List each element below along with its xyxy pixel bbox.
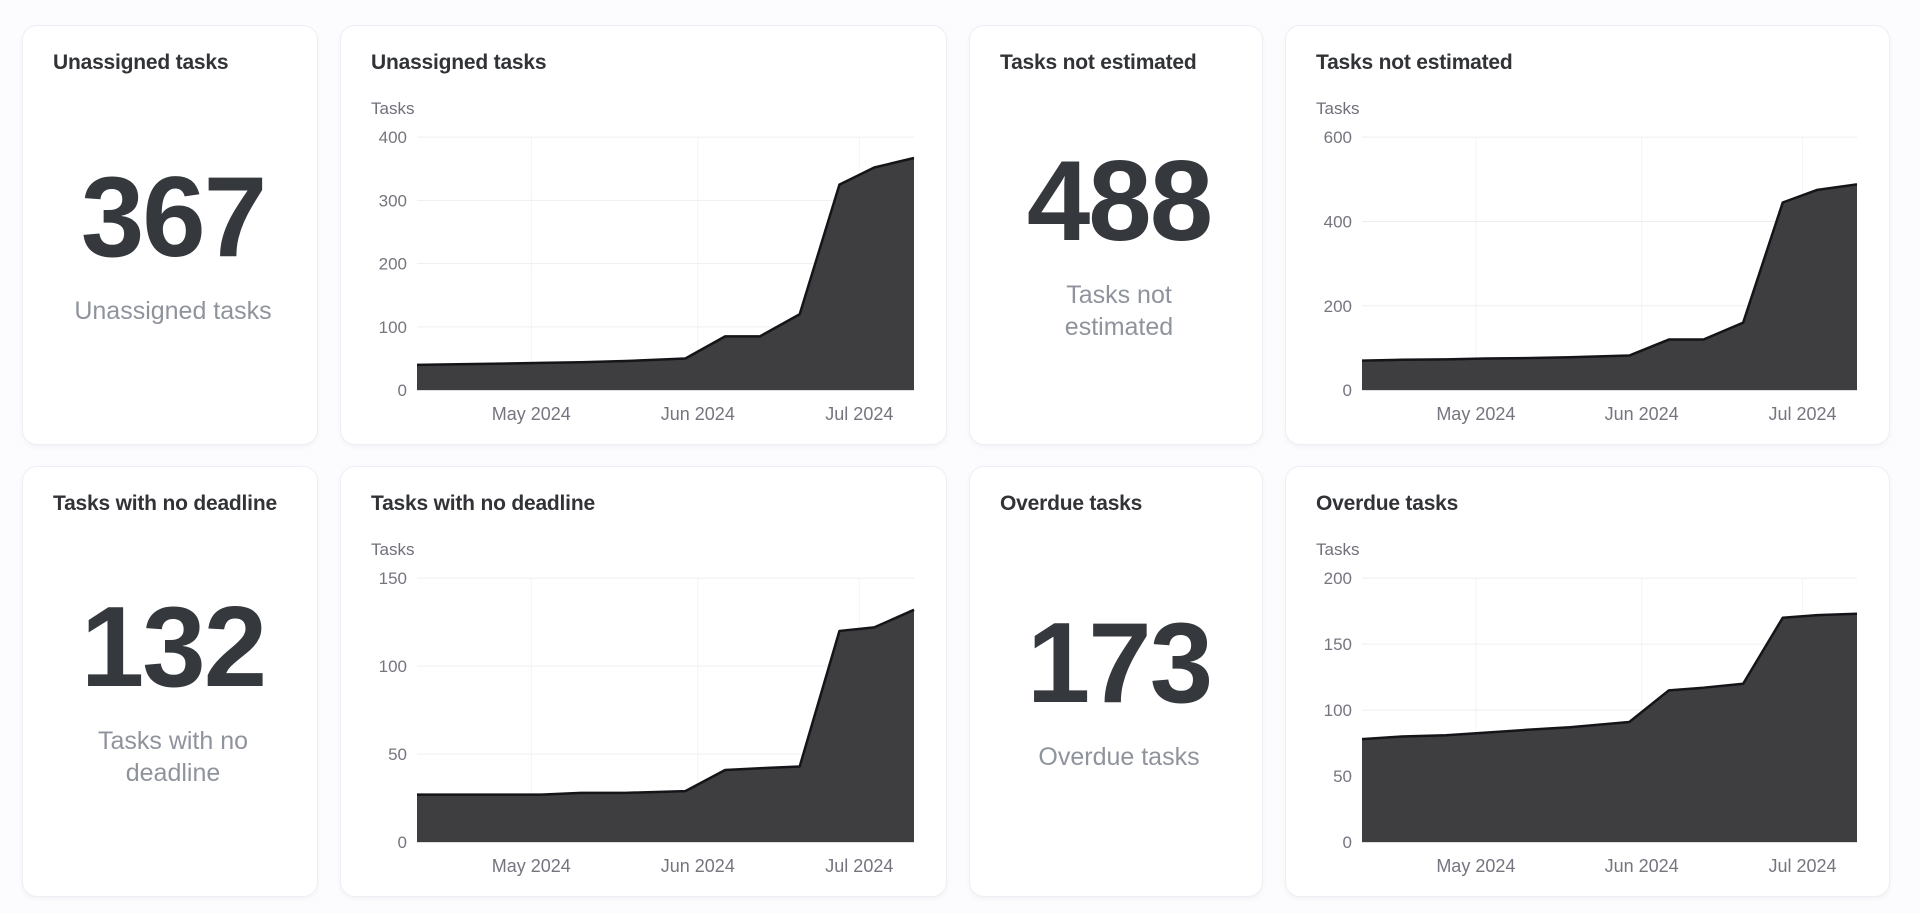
area-fill bbox=[417, 157, 914, 390]
card-title: Overdue tasks bbox=[1316, 492, 1459, 515]
scalar-body: 367 Unassigned tasks bbox=[53, 75, 293, 430]
x-tick-label: May 2024 bbox=[1436, 856, 1515, 876]
card-unassigned-tasks-chart[interactable]: Unassigned tasks Tasks 0 100 200 300 400 May … bbox=[340, 25, 947, 445]
y-tick-label: 0 bbox=[1343, 381, 1352, 400]
x-tick-label: May 2024 bbox=[492, 856, 571, 876]
x-tick-label: Jun 2024 bbox=[661, 856, 735, 876]
y-tick-label: 0 bbox=[398, 381, 407, 400]
y-axis-label: Tasks bbox=[1316, 99, 1360, 119]
y-tick-label: 150 bbox=[1324, 635, 1352, 654]
y-tick-label: 400 bbox=[379, 128, 407, 147]
area-top-line bbox=[1361, 182, 1858, 362]
scalar-caption: Tasks with no deadline bbox=[97, 727, 249, 788]
area-fill bbox=[1362, 184, 1857, 390]
y-tick-label: 100 bbox=[379, 657, 407, 676]
y-tick-label: 100 bbox=[379, 318, 407, 337]
x-tick-label: Jul 2024 bbox=[1769, 404, 1837, 424]
card-tasks-no-deadline-scalar[interactable]: Tasks with no deadline 132 Tasks with no… bbox=[22, 466, 318, 897]
y-tick-label: 200 bbox=[1324, 569, 1352, 588]
area-top-line bbox=[1361, 612, 1858, 741]
area-chart-tasks-not-estimated[interactable]: 0 200 400 600 May 2024 Jun 2024 Jul 2024 bbox=[1316, 123, 1865, 430]
scalar-value: 132 bbox=[80, 584, 267, 712]
card-title: Overdue tasks bbox=[1000, 492, 1143, 515]
x-tick-label: Jun 2024 bbox=[1605, 856, 1679, 876]
y-tick-label: 100 bbox=[1324, 701, 1352, 720]
area-fill bbox=[1362, 613, 1857, 842]
card-unassigned-tasks-scalar[interactable]: Unassigned tasks 367 Unassigned tasks bbox=[22, 25, 318, 445]
card-title: Unassigned tasks bbox=[371, 51, 547, 74]
y-tick-label: 0 bbox=[398, 833, 407, 852]
card-title: Unassigned tasks bbox=[53, 51, 229, 74]
y-tick-label: 300 bbox=[379, 191, 407, 210]
y-tick-label: 400 bbox=[1324, 212, 1352, 231]
scalar-caption: Overdue tasks bbox=[1038, 743, 1200, 772]
area-fill bbox=[417, 609, 914, 842]
scalar-body: 173 Overdue tasks bbox=[1000, 516, 1238, 882]
x-tick-label: Jun 2024 bbox=[661, 404, 735, 424]
x-tick-label: May 2024 bbox=[492, 404, 571, 424]
scalar-value: 173 bbox=[1026, 600, 1213, 728]
area-chart-overdue-tasks[interactable]: 0 50 100 150 200 May 2024 Jun 2024 Jul 2024 bbox=[1316, 564, 1865, 882]
scalar-value: 367 bbox=[80, 153, 267, 281]
x-tick-label: Jul 2024 bbox=[1769, 856, 1837, 876]
y-tick-label: 200 bbox=[1324, 297, 1352, 316]
y-tick-label: 200 bbox=[379, 254, 407, 273]
scalar-body: 132 Tasks with no deadline bbox=[53, 516, 293, 882]
x-tick-label: Jul 2024 bbox=[825, 404, 893, 424]
y-tick-label: 150 bbox=[379, 569, 407, 588]
y-tick-label: 600 bbox=[1324, 128, 1352, 147]
y-tick-label: 0 bbox=[1343, 833, 1352, 852]
card-tasks-not-estimated-chart[interactable]: Tasks not estimated Tasks 0 200 400 600 May … bbox=[1285, 25, 1890, 445]
card-tasks-no-deadline-chart[interactable]: Tasks with no deadline Tasks 0 50 100 150 Ma… bbox=[340, 466, 947, 897]
card-title: Tasks with no deadline bbox=[371, 492, 595, 515]
x-tick-label: Jul 2024 bbox=[825, 856, 893, 876]
card-title: Tasks with no deadline bbox=[53, 492, 277, 515]
x-tick-label: Jun 2024 bbox=[1605, 404, 1679, 424]
area-top-line bbox=[417, 608, 915, 796]
scalar-value: 488 bbox=[1026, 137, 1213, 265]
scalar-caption: Unassigned tasks bbox=[74, 296, 272, 325]
card-overdue-tasks-scalar[interactable]: Overdue tasks 173 Overdue tasks bbox=[969, 466, 1263, 897]
area-chart-tasks-no-deadline[interactable]: 0 50 100 150 May 2024 Jun 2024 Jul 2024 bbox=[371, 564, 922, 882]
card-overdue-tasks-chart[interactable]: Overdue tasks Tasks 0 50 100 150 200 May 2024… bbox=[1285, 466, 1890, 897]
area-top-line bbox=[416, 156, 915, 366]
scalar-caption: Tasks not estimated bbox=[1064, 280, 1174, 341]
y-axis-label: Tasks bbox=[371, 540, 415, 560]
x-tick-label: May 2024 bbox=[1436, 404, 1515, 424]
card-tasks-not-estimated-scalar[interactable]: Tasks not estimated 488 Tasks not estima… bbox=[969, 25, 1263, 445]
card-title: Tasks not estimated bbox=[1000, 51, 1197, 74]
area-chart-unassigned-tasks[interactable]: 0 100 200 300 400 May 2024 Jun 2024 Jul 2024 bbox=[371, 123, 922, 430]
y-tick-label: 50 bbox=[388, 745, 407, 764]
y-axis-label: Tasks bbox=[1316, 540, 1360, 560]
card-title: Tasks not estimated bbox=[1316, 51, 1513, 74]
y-tick-label: 50 bbox=[1333, 767, 1352, 786]
scalar-body: 488 Tasks not estimated bbox=[1000, 75, 1238, 430]
y-axis-label: Tasks bbox=[371, 99, 415, 119]
